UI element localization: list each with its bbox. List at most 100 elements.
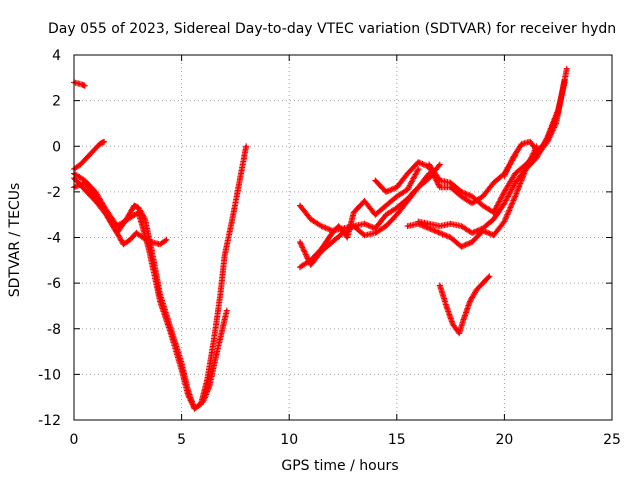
data-point [115, 231, 119, 235]
y-tick-label: -4 [47, 231, 61, 247]
data-point [470, 231, 474, 235]
data-point [186, 393, 190, 397]
data-point [352, 224, 355, 228]
data-point [445, 304, 448, 308]
data-point [122, 243, 125, 246]
data-point [406, 172, 409, 175]
data-point [427, 163, 431, 166]
data-point [158, 300, 162, 303]
data-point [201, 400, 205, 403]
data-point [438, 186, 442, 189]
data-point [384, 190, 388, 194]
data-point [481, 195, 485, 198]
data-point [305, 254, 308, 257]
data-point [565, 67, 569, 70]
data-point [503, 174, 506, 178]
data-point [513, 172, 517, 175]
data-point [137, 206, 140, 210]
data-point [503, 202, 506, 205]
x-tick-label: 25 [603, 432, 621, 448]
data-point [520, 142, 523, 146]
data-point [298, 240, 302, 244]
y-tick-label: -2 [47, 185, 61, 201]
data-point [83, 179, 86, 182]
data-point [511, 156, 515, 159]
y-tick-label: 4 [52, 48, 61, 64]
data-point [438, 284, 442, 287]
data-point [135, 231, 138, 235]
data-point [309, 263, 312, 267]
data-point [83, 188, 86, 191]
data-point [417, 186, 420, 189]
data-point [529, 140, 532, 143]
data-point [331, 229, 334, 232]
data-point [470, 240, 474, 244]
data-point [363, 234, 366, 237]
data-point [438, 179, 442, 182]
data-point [169, 332, 173, 335]
data-point [83, 84, 86, 87]
data-point [331, 240, 334, 244]
data-series [71, 65, 570, 412]
data-point [214, 354, 218, 358]
data-point [165, 238, 168, 241]
data-point [85, 156, 89, 159]
data-point [180, 368, 183, 372]
data-point [384, 224, 388, 228]
data-point [126, 218, 129, 221]
data-point [79, 163, 82, 166]
data-point [137, 211, 140, 214]
series-track-m [501, 77, 568, 179]
y-tick-label: -12 [38, 413, 61, 429]
data-point [417, 161, 420, 164]
data-point [320, 247, 323, 251]
data-point [212, 338, 216, 342]
data-point [563, 78, 566, 82]
data-point [546, 140, 549, 143]
x-tick-label: 5 [177, 432, 186, 448]
data-point [98, 142, 102, 146]
data-point [244, 145, 248, 148]
x-tick-label: 20 [495, 432, 513, 448]
data-point [406, 188, 409, 191]
chart-title: Day 055 of 2023, Sidereal Day-to-day VTE… [48, 21, 616, 37]
data-point [449, 181, 452, 184]
data-point [94, 190, 97, 194]
data-point [417, 167, 420, 171]
data-point [417, 220, 420, 223]
data-point [451, 322, 454, 326]
data-point [395, 186, 398, 189]
data-point [492, 211, 495, 214]
data-point [309, 218, 312, 221]
data-point [81, 83, 84, 86]
data-point [346, 236, 349, 239]
data-point [363, 222, 366, 226]
data-point [309, 259, 312, 262]
data-point [240, 167, 244, 171]
data-point [298, 204, 302, 207]
y-tick-label: 2 [52, 94, 61, 110]
data-point [462, 318, 465, 321]
x-axis-label: GPS time / hours [281, 458, 398, 474]
data-point [384, 213, 388, 216]
data-point [128, 238, 132, 241]
y-axis-label: SDTVAR / TECUs [7, 183, 23, 298]
data-point [406, 199, 409, 203]
grid [74, 55, 612, 420]
data-point [468, 300, 472, 303]
data-point [406, 224, 409, 228]
data-point [77, 82, 80, 85]
data-point [438, 163, 442, 166]
data-point [460, 195, 463, 198]
data-point [524, 163, 528, 166]
data-point [481, 204, 485, 207]
series-track-g [297, 166, 422, 271]
data-point [395, 213, 398, 216]
data-point [503, 190, 506, 194]
data-point [524, 167, 528, 171]
data-point [492, 181, 495, 184]
data-point [395, 206, 398, 210]
data-point [143, 218, 147, 221]
data-point [475, 288, 478, 292]
data-point [341, 227, 345, 230]
